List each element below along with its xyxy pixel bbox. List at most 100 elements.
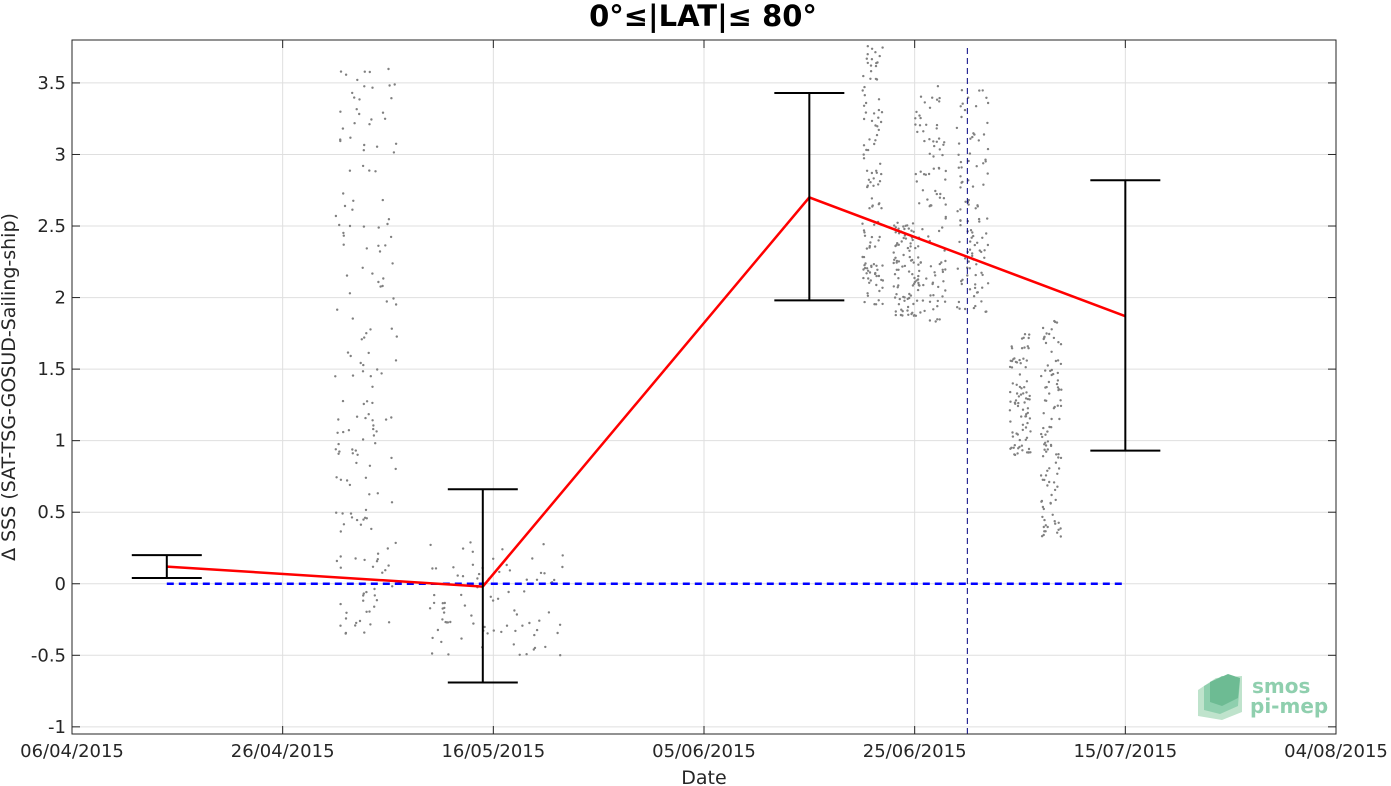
scatter-point	[1027, 347, 1030, 350]
scatter-point	[394, 541, 397, 545]
scatter-point	[443, 601, 446, 605]
scatter-point	[361, 438, 365, 441]
scatter-point	[1059, 399, 1062, 402]
scatter-point	[896, 242, 899, 245]
scatter-point	[878, 289, 881, 293]
scatter-point	[339, 566, 342, 569]
scatter-point	[355, 461, 358, 465]
scatter-point	[872, 263, 876, 266]
scatter-point	[960, 166, 963, 169]
scatter-point	[866, 269, 870, 272]
scatter-point	[869, 77, 872, 81]
scatter-point	[911, 284, 915, 287]
scatter-point	[1055, 382, 1059, 386]
scatter-point	[894, 256, 897, 259]
scatter-point	[936, 85, 940, 88]
scatter-point	[878, 180, 882, 183]
scatter-point	[877, 108, 881, 112]
scatter-point	[1013, 444, 1016, 447]
scatter-point	[971, 185, 975, 188]
scatter-point	[896, 221, 899, 224]
scatter-point	[471, 563, 475, 566]
scatter-point	[986, 101, 990, 105]
scatter-point	[911, 258, 914, 262]
scatter-point	[921, 228, 924, 231]
scatter-point	[922, 173, 926, 176]
scatter-point	[1044, 474, 1048, 477]
scatter-point	[449, 620, 452, 624]
scatter-point	[373, 587, 376, 591]
scatter-point	[969, 229, 973, 232]
scatter-point	[894, 244, 897, 248]
scatter-point	[957, 166, 960, 169]
scatter-point	[862, 268, 865, 271]
scatter-point	[334, 375, 337, 378]
scatter-point	[1010, 347, 1014, 350]
scatter-point	[339, 70, 343, 73]
scatter-point	[387, 67, 390, 71]
scatter-point	[347, 429, 351, 432]
scatter-point	[1042, 426, 1045, 430]
scatter-point	[369, 328, 372, 331]
scatter-point	[387, 218, 391, 221]
scatter-point	[1043, 518, 1046, 522]
scatter-point	[1054, 359, 1058, 363]
scatter-point	[362, 599, 365, 602]
scatter-point	[1047, 380, 1051, 384]
scatter-point	[461, 547, 465, 550]
scatter-point	[863, 231, 866, 234]
y-tick-label: -0.5	[31, 645, 66, 666]
scatter-point	[1026, 397, 1030, 401]
scatter-point	[963, 257, 967, 260]
scatter-point	[1010, 446, 1013, 449]
scatter-point	[862, 153, 865, 156]
scatter-point	[862, 276, 865, 280]
scatter-point	[1050, 417, 1053, 421]
scatter-point	[967, 203, 970, 206]
scatter-point	[355, 415, 359, 418]
scatter-point	[348, 483, 352, 487]
scatter-point	[876, 61, 879, 64]
scatter-point	[941, 270, 945, 274]
scatter-point	[1052, 481, 1056, 484]
scatter-point	[1056, 359, 1060, 362]
scatter-point	[1027, 447, 1031, 451]
scatter-point	[865, 247, 869, 250]
scatter-point	[518, 653, 521, 656]
scatter-point	[386, 547, 389, 550]
scatter-point	[1044, 369, 1047, 372]
scatter-point	[477, 572, 481, 576]
scatter-point	[1045, 332, 1048, 335]
scatter-point	[387, 564, 390, 567]
scatter-point	[875, 133, 879, 137]
scatter-point	[345, 611, 348, 614]
scatter-point	[362, 149, 365, 152]
scatter-point	[1043, 530, 1046, 533]
scatter-point	[1059, 343, 1063, 346]
scatter-point	[937, 137, 941, 140]
scatter-point	[339, 530, 342, 533]
scatter-point	[1054, 320, 1057, 324]
scatter-point	[1056, 404, 1060, 407]
scatter-point	[917, 263, 920, 266]
scatter-point	[364, 476, 368, 479]
scatter-point	[430, 652, 434, 655]
scatter-point	[932, 308, 935, 311]
scatter-point	[923, 309, 926, 313]
scatter-point	[1046, 430, 1049, 433]
scatter-point	[909, 294, 913, 297]
scatter-point	[1025, 391, 1028, 394]
scatter-point	[929, 204, 932, 207]
scatter-point	[1053, 520, 1056, 523]
scatter-point	[1057, 388, 1061, 391]
scatter-point	[937, 229, 941, 233]
scatter-point	[385, 300, 388, 303]
scatter-point	[935, 98, 939, 101]
scatter-point	[336, 308, 339, 311]
scatter-point	[967, 260, 970, 263]
scatter-point	[903, 299, 906, 302]
scatter-point	[970, 236, 973, 239]
scatter-point	[936, 305, 939, 308]
scatter-point	[866, 185, 869, 189]
scatter-point	[1059, 456, 1063, 460]
